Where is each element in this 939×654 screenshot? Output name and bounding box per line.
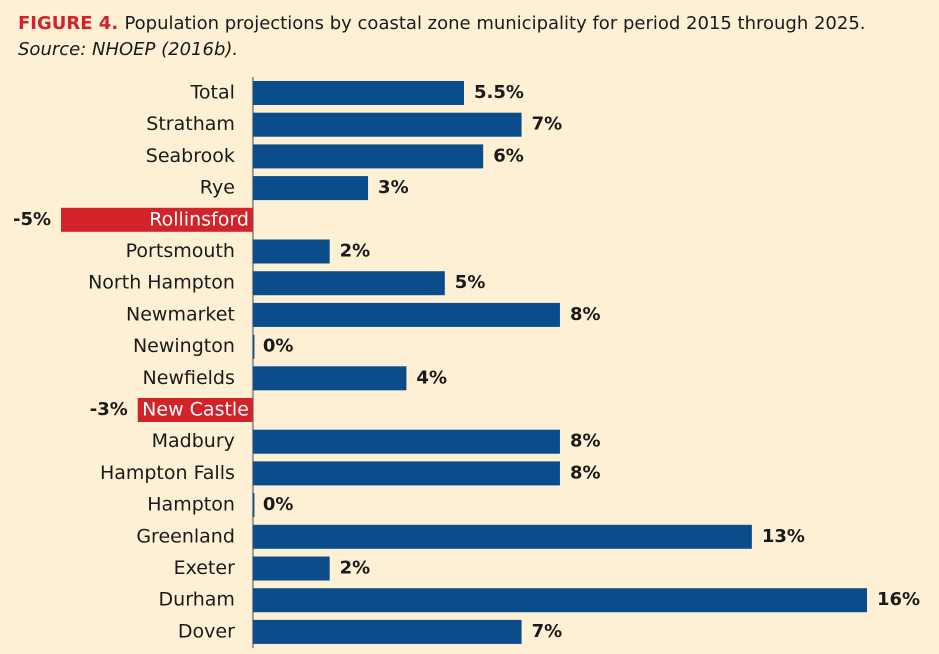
- bar: [252, 588, 867, 613]
- value-label: 8%: [570, 462, 601, 483]
- category-label: Exeter: [174, 557, 235, 579]
- value-label: 13%: [762, 526, 805, 547]
- category-label: Newington: [133, 335, 235, 357]
- value-label: 7%: [532, 621, 563, 642]
- bar: [252, 271, 445, 296]
- bar: [252, 556, 330, 581]
- value-label: 2%: [340, 241, 371, 262]
- bar: [137, 398, 253, 422]
- value-label: 8%: [570, 304, 601, 325]
- category-label: Portsmouth: [126, 240, 235, 262]
- bar: [252, 144, 484, 169]
- value-label: 2%: [340, 558, 371, 579]
- category-label: Madbury: [152, 430, 235, 452]
- chart-subtitle: Source: NHOEP (2016b).: [18, 39, 238, 60]
- bar: [252, 81, 464, 105]
- value-label: 7%: [532, 114, 563, 135]
- category-label: New Castle: [142, 399, 249, 421]
- bar: [252, 366, 407, 391]
- bar: [252, 239, 330, 264]
- bar: [252, 524, 752, 549]
- bar: [252, 429, 560, 454]
- category-label: Rye: [200, 177, 235, 199]
- category-label: North Hampton: [88, 272, 235, 294]
- bar: [252, 461, 560, 486]
- bar: [61, 207, 253, 232]
- chart-heading: FIGURE 4. Population projections by coas…: [18, 13, 866, 34]
- value-label: 0%: [263, 494, 294, 515]
- category-label: Newfields: [143, 367, 235, 389]
- category-label: Hampton Falls: [100, 462, 235, 484]
- bar: [252, 302, 560, 327]
- category-label: Seabrook: [146, 145, 235, 167]
- category-label: Dover: [178, 620, 235, 642]
- bar: [252, 176, 369, 201]
- category-label: Stratham: [146, 113, 235, 135]
- value-label: 16%: [877, 589, 920, 610]
- bar: [252, 334, 255, 359]
- category-label: Greenland: [136, 525, 235, 547]
- category-label: Durham: [159, 589, 235, 611]
- category-label: Newmarket: [126, 303, 235, 325]
- value-label: -3%: [90, 399, 128, 420]
- bar: [252, 619, 522, 644]
- value-label: 6%: [493, 145, 524, 166]
- value-label: 5%: [455, 272, 486, 293]
- category-label: Rollinsford: [149, 208, 249, 230]
- category-label: Total: [190, 82, 235, 104]
- value-label: 4%: [416, 367, 447, 388]
- value-label: 3%: [378, 177, 409, 198]
- value-label: 5.5%: [474, 82, 524, 103]
- category-label: Hampton: [147, 494, 235, 516]
- bar: [252, 493, 255, 518]
- figure-label: FIGURE 4.: [18, 13, 118, 34]
- chart-title: Population projections by coastal zone m…: [124, 13, 865, 34]
- value-label: 8%: [570, 431, 601, 452]
- value-label: -5%: [13, 209, 51, 230]
- value-label: 0%: [263, 336, 294, 357]
- bar: [252, 112, 522, 137]
